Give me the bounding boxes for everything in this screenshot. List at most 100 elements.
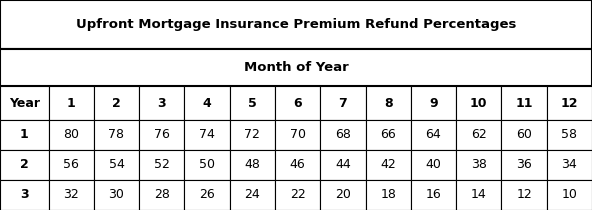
Bar — [547, 180, 592, 210]
Bar — [411, 86, 456, 120]
Text: 18: 18 — [380, 188, 396, 201]
Bar — [366, 86, 411, 120]
Bar — [0, 180, 49, 210]
Bar — [411, 120, 456, 150]
Bar — [275, 120, 320, 150]
Text: 24: 24 — [244, 188, 260, 201]
Bar — [501, 150, 547, 180]
Bar — [547, 120, 592, 150]
Bar — [0, 86, 49, 120]
Text: 4: 4 — [202, 97, 211, 109]
Text: 56: 56 — [63, 158, 79, 171]
Bar — [275, 86, 320, 120]
Text: 66: 66 — [380, 128, 396, 141]
Text: 44: 44 — [335, 158, 351, 171]
Text: 14: 14 — [471, 188, 487, 201]
Text: 5: 5 — [248, 97, 257, 109]
Text: 7: 7 — [339, 97, 348, 109]
Text: 58: 58 — [561, 128, 577, 141]
Text: 76: 76 — [154, 128, 170, 141]
Bar — [230, 150, 275, 180]
Bar — [94, 150, 139, 180]
Bar — [501, 86, 547, 120]
Text: 36: 36 — [516, 158, 532, 171]
Text: 12: 12 — [561, 97, 578, 109]
Bar — [0, 0, 592, 49]
Bar — [94, 86, 139, 120]
Text: Month of Year: Month of Year — [244, 61, 348, 74]
Text: 52: 52 — [154, 158, 170, 171]
Bar — [501, 180, 547, 210]
Bar — [0, 150, 49, 180]
Text: 22: 22 — [289, 188, 305, 201]
Bar — [230, 120, 275, 150]
Bar — [0, 49, 592, 86]
Bar — [456, 180, 501, 210]
Text: 3: 3 — [20, 188, 28, 201]
Text: 10: 10 — [470, 97, 488, 109]
Bar — [49, 180, 94, 210]
Text: 42: 42 — [380, 158, 396, 171]
Text: 6: 6 — [293, 97, 302, 109]
Bar — [275, 180, 320, 210]
Text: 11: 11 — [515, 97, 533, 109]
Bar — [547, 150, 592, 180]
Bar — [230, 86, 275, 120]
Bar — [49, 86, 94, 120]
Text: 9: 9 — [429, 97, 438, 109]
Bar — [456, 120, 501, 150]
Bar — [230, 180, 275, 210]
Text: 12: 12 — [516, 188, 532, 201]
Text: 1: 1 — [20, 128, 28, 141]
Text: 3: 3 — [157, 97, 166, 109]
Bar — [366, 120, 411, 150]
Bar — [320, 120, 366, 150]
Bar — [185, 86, 230, 120]
Bar — [411, 150, 456, 180]
Bar — [320, 180, 366, 210]
Bar — [366, 180, 411, 210]
Bar — [49, 120, 94, 150]
Bar — [49, 150, 94, 180]
Text: 16: 16 — [426, 188, 442, 201]
Bar — [94, 120, 139, 150]
Text: 50: 50 — [199, 158, 215, 171]
Bar — [139, 86, 185, 120]
Text: 34: 34 — [561, 158, 577, 171]
Bar — [320, 86, 366, 120]
Bar — [501, 120, 547, 150]
Bar — [547, 86, 592, 120]
Text: 10: 10 — [561, 188, 577, 201]
Bar — [456, 150, 501, 180]
Text: 78: 78 — [108, 128, 124, 141]
Bar — [366, 150, 411, 180]
Text: 38: 38 — [471, 158, 487, 171]
Text: Year: Year — [9, 97, 40, 109]
Text: 54: 54 — [108, 158, 124, 171]
Text: 46: 46 — [289, 158, 305, 171]
Text: 1: 1 — [67, 97, 76, 109]
Text: 64: 64 — [426, 128, 442, 141]
Text: 70: 70 — [289, 128, 305, 141]
Text: 40: 40 — [426, 158, 442, 171]
Bar — [139, 150, 185, 180]
Text: 62: 62 — [471, 128, 487, 141]
Bar — [139, 180, 185, 210]
Bar — [94, 180, 139, 210]
Text: 60: 60 — [516, 128, 532, 141]
Bar — [320, 150, 366, 180]
Text: 30: 30 — [108, 188, 124, 201]
Text: 20: 20 — [335, 188, 351, 201]
Text: Upfront Mortgage Insurance Premium Refund Percentages: Upfront Mortgage Insurance Premium Refun… — [76, 18, 516, 31]
Bar — [185, 180, 230, 210]
Text: 80: 80 — [63, 128, 79, 141]
Text: 2: 2 — [20, 158, 28, 171]
Text: 8: 8 — [384, 97, 392, 109]
Text: 72: 72 — [244, 128, 260, 141]
Text: 68: 68 — [335, 128, 351, 141]
Text: 26: 26 — [199, 188, 215, 201]
Text: 28: 28 — [154, 188, 170, 201]
Text: 74: 74 — [199, 128, 215, 141]
Bar — [185, 120, 230, 150]
Text: 32: 32 — [63, 188, 79, 201]
